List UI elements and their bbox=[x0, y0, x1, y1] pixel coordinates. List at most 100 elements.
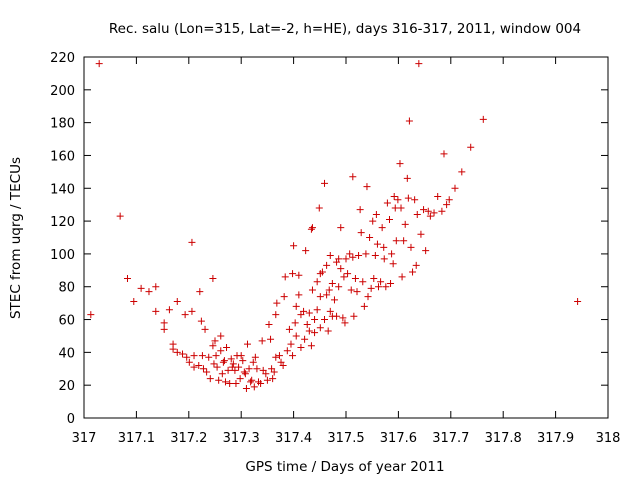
data-point bbox=[257, 380, 265, 388]
data-point bbox=[389, 260, 397, 268]
data-point bbox=[415, 60, 423, 68]
y-tick-label: 200 bbox=[50, 84, 75, 99]
data-point bbox=[272, 311, 280, 319]
data-point bbox=[400, 237, 408, 245]
data-point bbox=[217, 332, 225, 340]
data-point bbox=[273, 299, 281, 307]
data-point bbox=[302, 247, 310, 255]
data-point bbox=[321, 316, 329, 324]
data-point bbox=[165, 306, 173, 314]
data-point bbox=[253, 365, 261, 373]
x-tick-label: 317 bbox=[72, 431, 97, 446]
data-point bbox=[398, 273, 406, 281]
data-point bbox=[326, 307, 334, 315]
data-point bbox=[263, 376, 271, 384]
data-point bbox=[434, 192, 442, 200]
data-point bbox=[397, 204, 405, 212]
data-point bbox=[337, 224, 345, 232]
x-tick-label: 317.8 bbox=[485, 431, 522, 446]
data-point bbox=[281, 273, 289, 281]
data-point bbox=[344, 270, 352, 278]
data-point bbox=[383, 199, 391, 207]
data-point bbox=[251, 353, 259, 361]
data-point bbox=[420, 206, 428, 214]
data-point bbox=[341, 319, 349, 327]
data-point bbox=[289, 270, 297, 278]
data-point bbox=[206, 375, 214, 383]
data-point bbox=[324, 327, 332, 335]
data-point bbox=[313, 278, 321, 286]
x-tick-label: 317.5 bbox=[327, 431, 364, 446]
data-point bbox=[152, 307, 160, 315]
data-point bbox=[247, 378, 255, 386]
data-point bbox=[326, 252, 334, 260]
data-point bbox=[339, 314, 347, 322]
data-point bbox=[380, 255, 388, 263]
data-point bbox=[409, 268, 417, 276]
data-point bbox=[315, 204, 323, 212]
data-point bbox=[303, 320, 311, 328]
data-point bbox=[380, 243, 388, 251]
data-point bbox=[353, 288, 361, 296]
data-point bbox=[269, 375, 277, 383]
data-point bbox=[123, 275, 131, 283]
data-point bbox=[218, 370, 226, 378]
data-points bbox=[87, 60, 582, 392]
data-point bbox=[185, 358, 193, 366]
data-point bbox=[335, 255, 343, 263]
data-point bbox=[190, 363, 198, 371]
data-point bbox=[231, 366, 239, 374]
data-point bbox=[445, 196, 453, 204]
data-point bbox=[360, 302, 368, 310]
data-point bbox=[297, 343, 305, 351]
data-point bbox=[440, 150, 448, 158]
data-point bbox=[308, 224, 316, 232]
data-point bbox=[181, 311, 189, 319]
data-point bbox=[307, 342, 315, 350]
y-tick-label: 20 bbox=[58, 379, 75, 394]
data-point bbox=[160, 319, 168, 327]
data-point bbox=[270, 368, 278, 376]
data-point bbox=[199, 365, 207, 373]
data-point bbox=[279, 361, 287, 369]
data-point bbox=[183, 353, 191, 361]
data-point bbox=[295, 271, 303, 279]
y-tick-label: 40 bbox=[58, 346, 75, 361]
axis-ticks: 317 317.1 317.2 317.3 317.4 317.5 317.6 317.7 31… bbox=[50, 51, 620, 446]
data-point bbox=[205, 353, 213, 361]
data-point bbox=[300, 307, 308, 315]
x-tick-label: 317.2 bbox=[170, 431, 207, 446]
data-point bbox=[232, 380, 240, 388]
data-point bbox=[313, 306, 321, 314]
data-point bbox=[209, 342, 217, 350]
y-tick-label: 140 bbox=[50, 182, 75, 197]
data-point bbox=[249, 358, 257, 366]
data-point bbox=[169, 345, 177, 353]
data-point bbox=[405, 117, 413, 125]
data-point bbox=[369, 217, 377, 225]
x-tick-label: 317.3 bbox=[223, 431, 260, 446]
data-point bbox=[275, 352, 283, 360]
y-tick-label: 180 bbox=[50, 117, 75, 132]
data-point bbox=[328, 279, 336, 287]
data-point bbox=[292, 302, 300, 310]
x-tick-label: 317.7 bbox=[432, 431, 469, 446]
data-point bbox=[325, 286, 333, 294]
data-point bbox=[195, 361, 203, 369]
data-point bbox=[370, 275, 378, 283]
data-point bbox=[239, 357, 247, 365]
data-point bbox=[356, 206, 364, 214]
data-point bbox=[413, 211, 421, 219]
data-point bbox=[323, 261, 331, 269]
data-point bbox=[87, 311, 95, 319]
data-point bbox=[394, 196, 402, 204]
data-point bbox=[407, 243, 415, 251]
data-point bbox=[392, 237, 400, 245]
x-axis-label: GPS time / Days of year 2011 bbox=[245, 459, 444, 475]
data-point bbox=[305, 309, 313, 317]
data-point bbox=[385, 215, 393, 223]
data-point bbox=[367, 284, 375, 292]
data-point bbox=[240, 368, 248, 376]
data-point bbox=[179, 350, 187, 358]
data-point bbox=[372, 211, 380, 219]
